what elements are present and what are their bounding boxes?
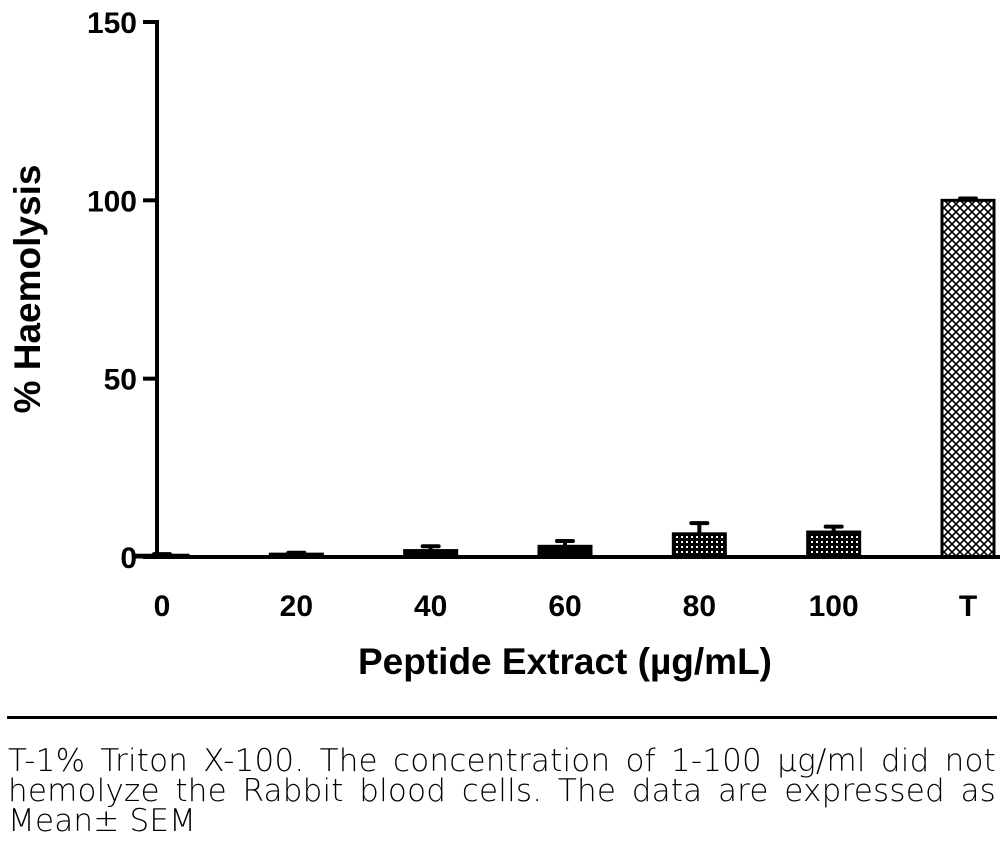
- x-tick-label: 20: [280, 590, 313, 623]
- bar: [940, 198, 996, 559]
- caption-divider: [7, 716, 997, 719]
- y-ticks-group: 0 50 100 150: [87, 7, 157, 575]
- x-tick-label: 40: [414, 590, 447, 623]
- x-tick-label: T: [959, 590, 977, 623]
- x-tick-label: 0: [154, 590, 171, 623]
- bar: [806, 530, 862, 559]
- x-tick-label: 100: [809, 590, 859, 623]
- y-tick-label: 150: [87, 7, 137, 40]
- haemolysis-bar-chart: 0 50 100 150 0 20 40 60 80 100 T Peptide Extract …: [7, 7, 1000, 682]
- bars-group: [134, 198, 996, 559]
- y-tick-label: 50: [104, 364, 137, 397]
- y-axis-title: % Haemolysis: [7, 165, 48, 414]
- x-axis-title: Peptide Extract (µg/mL): [358, 641, 772, 682]
- x-ticks-group: 0 20 40 60 80 100 T: [154, 590, 978, 623]
- error-bars-group: [152, 196, 978, 557]
- bar: [671, 532, 727, 559]
- x-tick-label: 60: [548, 590, 581, 623]
- figure-caption: T-1% Triton X-100. The concentration of …: [8, 743, 996, 839]
- y-tick-label: 0: [120, 542, 137, 575]
- y-tick-label: 100: [87, 185, 137, 218]
- x-tick-label: 80: [683, 590, 716, 623]
